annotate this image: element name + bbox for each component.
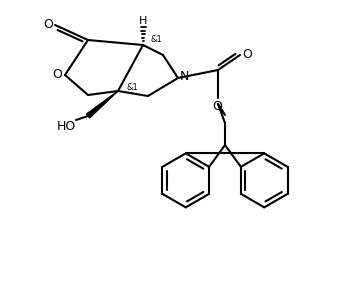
Text: H: H [139,16,147,26]
Text: O: O [212,100,222,113]
Text: O: O [242,47,252,60]
Text: HO: HO [56,120,76,132]
Text: &1: &1 [126,83,138,91]
Polygon shape [86,91,118,118]
Text: O: O [43,18,53,30]
Text: &1: &1 [150,35,162,45]
Text: O: O [52,69,62,81]
Text: N: N [179,71,189,84]
